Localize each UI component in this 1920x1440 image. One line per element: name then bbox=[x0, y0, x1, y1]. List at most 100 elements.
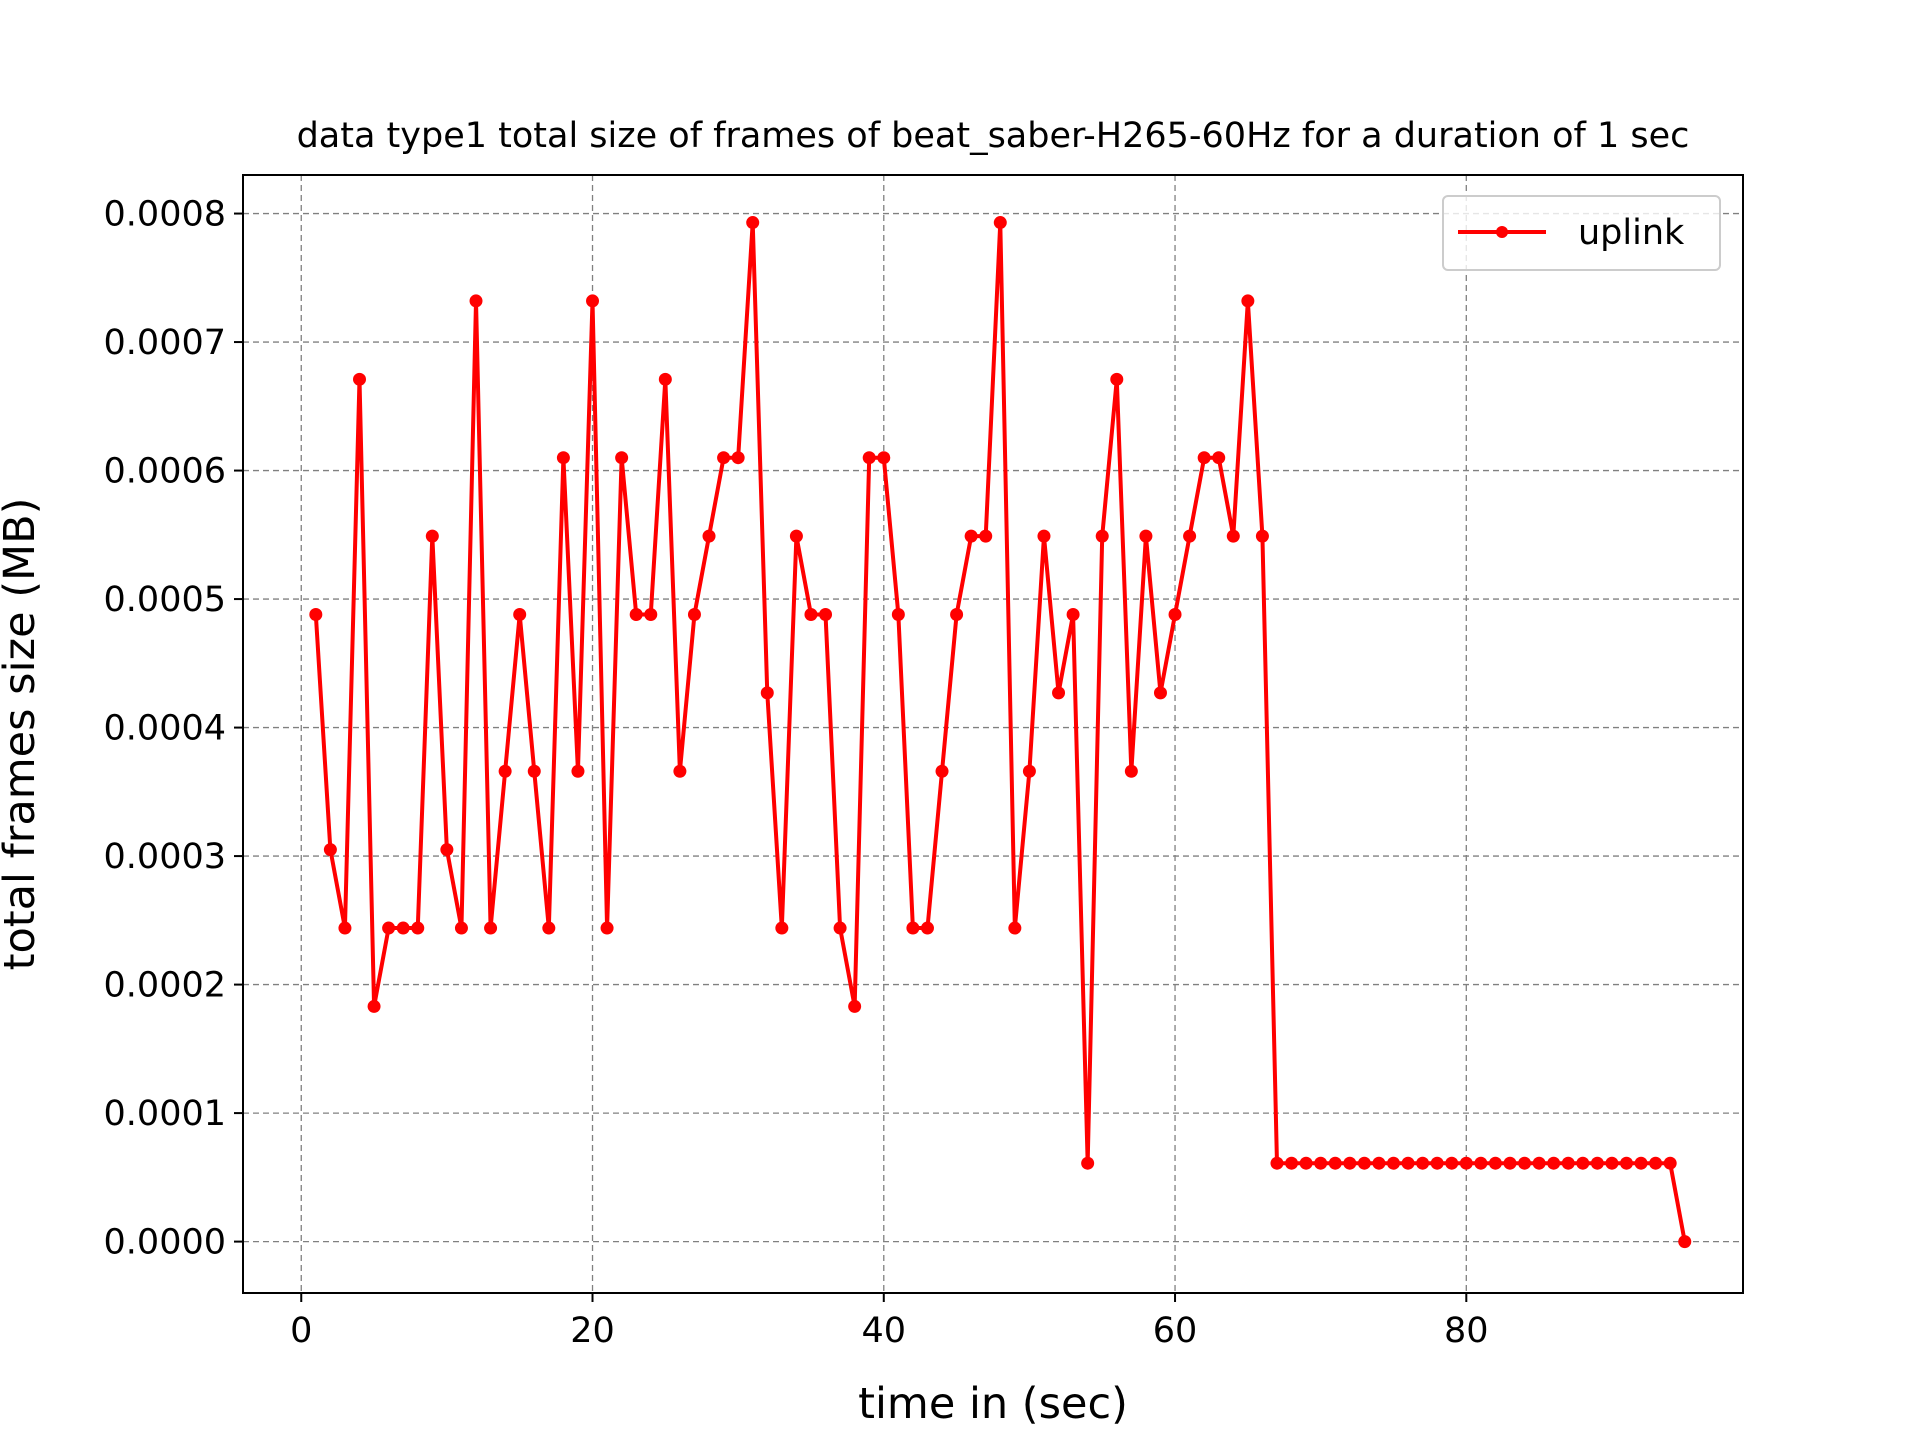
x-tick-label: 40 bbox=[862, 1311, 907, 1351]
data-point bbox=[935, 764, 949, 778]
legend: uplink bbox=[1442, 195, 1721, 271]
data-point bbox=[1445, 1156, 1459, 1170]
data-point bbox=[629, 607, 643, 621]
data-point bbox=[323, 843, 337, 857]
y-tick-label: 0.0001 bbox=[104, 1094, 226, 1134]
data-point bbox=[702, 529, 716, 543]
data-point bbox=[1634, 1156, 1648, 1170]
axis-ticks: 0 20 40 60 80 0.0000 0.0001 0.0002 0.0003 0.0004 0… bbox=[104, 195, 1489, 1351]
data-point bbox=[1459, 1156, 1473, 1170]
data-point bbox=[396, 921, 410, 935]
data-point bbox=[1183, 529, 1197, 543]
plot-area-frame bbox=[242, 174, 1744, 1294]
data-point bbox=[1474, 1156, 1488, 1170]
data-point bbox=[586, 294, 600, 308]
x-tick-label: 80 bbox=[1444, 1311, 1489, 1351]
data-point bbox=[338, 921, 352, 935]
data-point bbox=[1663, 1156, 1677, 1170]
data-point bbox=[1285, 1156, 1299, 1170]
x-axis-label: time in (sec) bbox=[858, 1379, 1128, 1429]
y-tick-label: 0.0002 bbox=[104, 966, 226, 1006]
data-point bbox=[1066, 607, 1080, 621]
data-point bbox=[353, 372, 367, 386]
data-point bbox=[1619, 1156, 1633, 1170]
data-point bbox=[1226, 529, 1240, 543]
data-point bbox=[891, 607, 905, 621]
data-point bbox=[440, 843, 454, 857]
data-point bbox=[1605, 1156, 1619, 1170]
data-point bbox=[1255, 529, 1269, 543]
data-point bbox=[1532, 1156, 1546, 1170]
data-point bbox=[1561, 1156, 1575, 1170]
y-tick-label: 0.0008 bbox=[104, 195, 226, 235]
data-point bbox=[1008, 921, 1022, 935]
data-point bbox=[1518, 1156, 1532, 1170]
data-point bbox=[1299, 1156, 1313, 1170]
y-tick-label: 0.0007 bbox=[104, 323, 226, 363]
y-axis-label: total frames size (MB) bbox=[0, 498, 45, 971]
data-point bbox=[833, 921, 847, 935]
data-point bbox=[382, 921, 396, 935]
data-point bbox=[760, 686, 774, 700]
data-point bbox=[979, 529, 993, 543]
data-point bbox=[513, 607, 527, 621]
data-point bbox=[920, 921, 934, 935]
y-tick-label: 0.0004 bbox=[104, 709, 226, 749]
data-point bbox=[600, 921, 614, 935]
data-point bbox=[789, 529, 803, 543]
data-point bbox=[1124, 764, 1138, 778]
data-point bbox=[1052, 686, 1066, 700]
y-tick-label: 0.0000 bbox=[104, 1223, 226, 1263]
data-point bbox=[804, 607, 818, 621]
data-point bbox=[367, 999, 381, 1013]
data-point bbox=[1547, 1156, 1561, 1170]
data-point bbox=[1357, 1156, 1371, 1170]
data-point bbox=[1037, 529, 1051, 543]
data-point bbox=[1081, 1156, 1095, 1170]
data-point bbox=[484, 921, 498, 935]
data-point bbox=[877, 451, 891, 465]
data-point bbox=[1139, 529, 1153, 543]
data-point bbox=[1241, 294, 1255, 308]
data-point bbox=[556, 451, 570, 465]
data-point bbox=[964, 529, 978, 543]
data-point bbox=[1416, 1156, 1430, 1170]
chart-title: data type1 total size of frames of beat_… bbox=[297, 116, 1690, 156]
data-point bbox=[673, 764, 687, 778]
data-point bbox=[1328, 1156, 1342, 1170]
legend-marker-swatch bbox=[1496, 226, 1508, 238]
data-point bbox=[1270, 1156, 1284, 1170]
series-uplink bbox=[309, 216, 1692, 1249]
data-point bbox=[1401, 1156, 1415, 1170]
data-point bbox=[615, 451, 629, 465]
data-point bbox=[819, 607, 833, 621]
data-point bbox=[1576, 1156, 1590, 1170]
legend-entry-uplink: uplink bbox=[1578, 213, 1685, 253]
y-tick-label: 0.0005 bbox=[104, 580, 226, 620]
data-point bbox=[658, 372, 672, 386]
data-point bbox=[993, 216, 1007, 230]
data-point bbox=[1430, 1156, 1444, 1170]
data-point bbox=[1372, 1156, 1386, 1170]
data-point bbox=[309, 607, 323, 621]
data-point bbox=[1110, 372, 1124, 386]
data-point bbox=[1314, 1156, 1328, 1170]
data-point bbox=[687, 607, 701, 621]
data-point bbox=[1212, 451, 1226, 465]
data-point bbox=[848, 999, 862, 1013]
data-point bbox=[1488, 1156, 1502, 1170]
data-point bbox=[717, 451, 731, 465]
data-point bbox=[425, 529, 439, 543]
data-point bbox=[1022, 764, 1036, 778]
x-tick-label: 20 bbox=[570, 1311, 615, 1351]
data-point bbox=[644, 607, 658, 621]
data-point bbox=[906, 921, 920, 935]
data-point bbox=[1153, 686, 1167, 700]
data-point bbox=[1678, 1235, 1692, 1249]
data-point bbox=[1590, 1156, 1604, 1170]
data-point bbox=[1095, 529, 1109, 543]
y-tick-label: 0.0006 bbox=[104, 452, 226, 492]
data-point bbox=[862, 451, 876, 465]
data-point bbox=[731, 451, 745, 465]
data-point bbox=[498, 764, 512, 778]
